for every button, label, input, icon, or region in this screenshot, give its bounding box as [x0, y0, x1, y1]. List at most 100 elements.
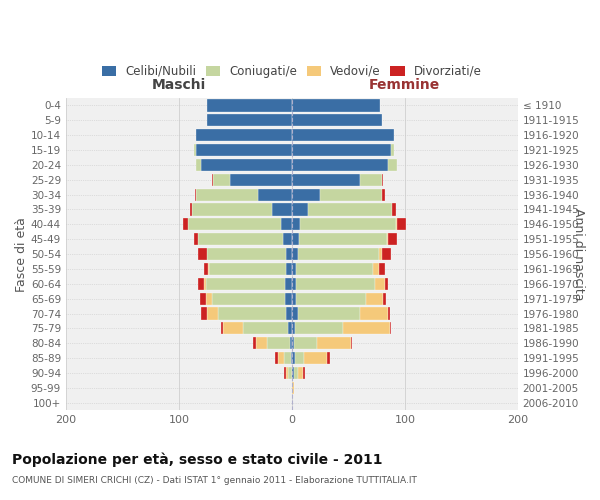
Bar [382, 174, 383, 186]
Bar [292, 263, 296, 275]
Bar [396, 218, 397, 230]
Bar [286, 367, 289, 379]
Bar [300, 218, 396, 230]
Bar [204, 278, 206, 290]
Legend: Celibi/Nubili, Coniugati/e, Vedovi/e, Divorziati/e: Celibi/Nubili, Coniugati/e, Vedovi/e, Di… [97, 60, 487, 82]
Bar [383, 292, 386, 305]
Text: Maschi: Maschi [152, 78, 206, 92]
Bar [207, 248, 286, 260]
Bar [296, 278, 376, 290]
Bar [379, 248, 382, 260]
Bar [213, 174, 230, 186]
Bar [212, 174, 213, 186]
Bar [379, 263, 385, 275]
Bar [196, 188, 258, 200]
Bar [292, 204, 308, 216]
Bar [317, 337, 350, 349]
Bar [208, 263, 209, 275]
Bar [292, 367, 294, 379]
Bar [194, 233, 198, 245]
Bar [296, 292, 367, 305]
Bar [359, 174, 382, 186]
Bar [283, 233, 292, 245]
Bar [397, 218, 406, 230]
Bar [350, 337, 352, 349]
Bar [202, 159, 292, 171]
Bar [223, 322, 243, 334]
Bar [209, 263, 286, 275]
Bar [212, 292, 285, 305]
Y-axis label: Fasce di età: Fasce di età [15, 216, 28, 292]
Text: COMUNE DI SIMERI CRICHI (CZ) - Dati ISTAT 1° gennaio 2011 - Elaborazione TUTTITA: COMUNE DI SIMERI CRICHI (CZ) - Dati ISTA… [12, 476, 417, 485]
Bar [292, 382, 294, 394]
Bar [367, 292, 383, 305]
Bar [253, 337, 256, 349]
Bar [258, 188, 292, 200]
Bar [272, 204, 292, 216]
Bar [292, 159, 388, 171]
Bar [292, 233, 299, 245]
Bar [194, 188, 196, 200]
Bar [286, 263, 292, 275]
Bar [292, 129, 394, 141]
Bar [292, 352, 295, 364]
Bar [184, 218, 188, 230]
Bar [320, 188, 382, 200]
Bar [206, 292, 212, 305]
Bar [292, 308, 298, 320]
Bar [198, 278, 204, 290]
Bar [188, 218, 281, 230]
Bar [256, 337, 267, 349]
Bar [286, 308, 292, 320]
Bar [285, 278, 292, 290]
Bar [289, 367, 292, 379]
Bar [218, 308, 286, 320]
Bar [304, 352, 327, 364]
Bar [207, 308, 218, 320]
Bar [295, 322, 343, 334]
Bar [359, 308, 388, 320]
Bar [291, 352, 292, 364]
Bar [292, 174, 359, 186]
Bar [292, 218, 300, 230]
Y-axis label: Anni di nascita: Anni di nascita [572, 208, 585, 300]
Bar [267, 337, 290, 349]
Bar [278, 352, 284, 364]
Bar [207, 100, 292, 112]
Bar [298, 248, 379, 260]
Bar [193, 204, 272, 216]
Bar [388, 159, 397, 171]
Bar [298, 367, 303, 379]
Bar [327, 352, 330, 364]
Bar [196, 159, 202, 171]
Bar [292, 100, 380, 112]
Bar [221, 322, 223, 334]
Bar [207, 114, 292, 126]
Bar [298, 308, 359, 320]
Bar [388, 233, 397, 245]
Bar [243, 322, 289, 334]
Bar [196, 144, 292, 156]
Text: Femmine: Femmine [369, 78, 440, 92]
Bar [382, 248, 391, 260]
Bar [281, 218, 292, 230]
Bar [198, 248, 207, 260]
Bar [296, 263, 373, 275]
Text: Popolazione per età, sesso e stato civile - 2011: Popolazione per età, sesso e stato civil… [12, 452, 383, 467]
Bar [292, 188, 320, 200]
Bar [275, 352, 278, 364]
Bar [373, 263, 379, 275]
Bar [292, 248, 298, 260]
Bar [292, 337, 294, 349]
Bar [285, 292, 292, 305]
Bar [303, 367, 305, 379]
Bar [289, 322, 292, 334]
Bar [390, 322, 391, 334]
Bar [284, 367, 286, 379]
Bar [387, 233, 388, 245]
Bar [290, 337, 292, 349]
Bar [230, 174, 292, 186]
Bar [376, 278, 385, 290]
Bar [292, 278, 296, 290]
Bar [198, 233, 283, 245]
